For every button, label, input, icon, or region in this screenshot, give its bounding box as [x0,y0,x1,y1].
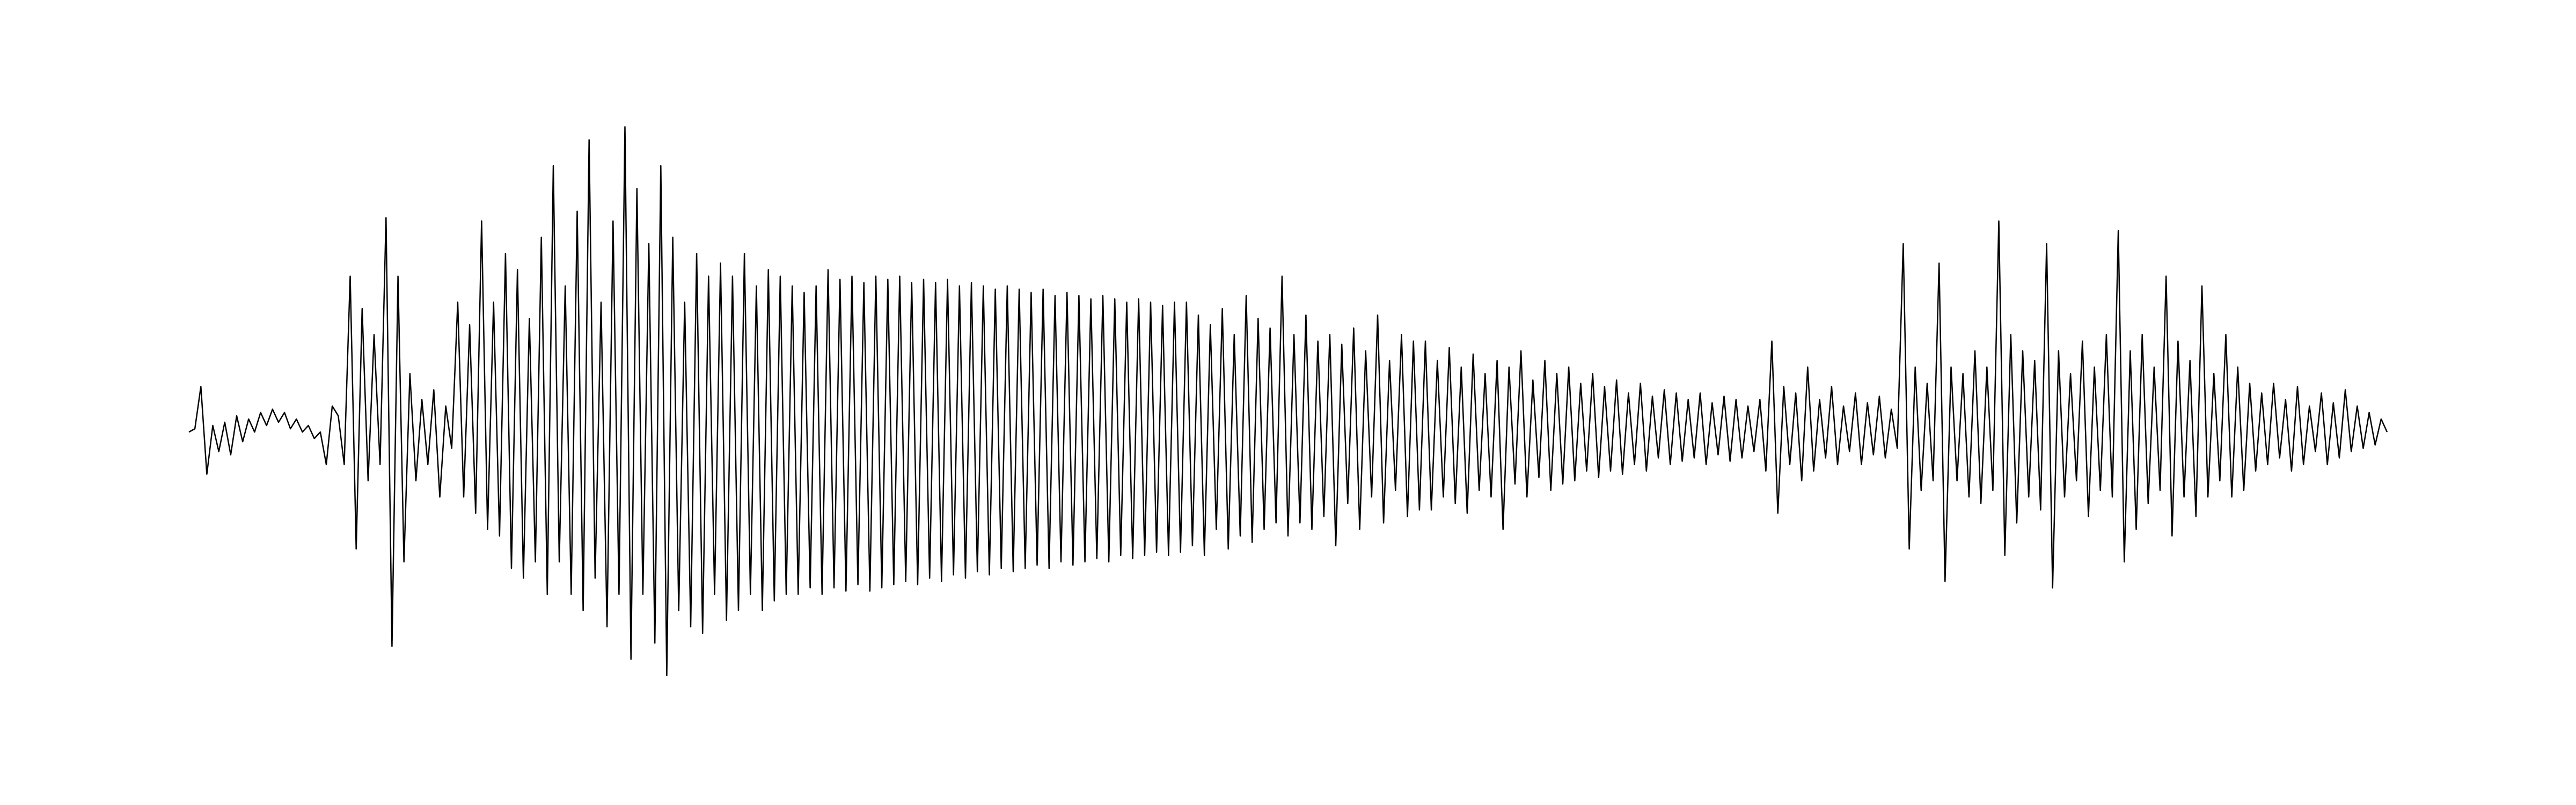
waveform-line [188,126,2388,677]
